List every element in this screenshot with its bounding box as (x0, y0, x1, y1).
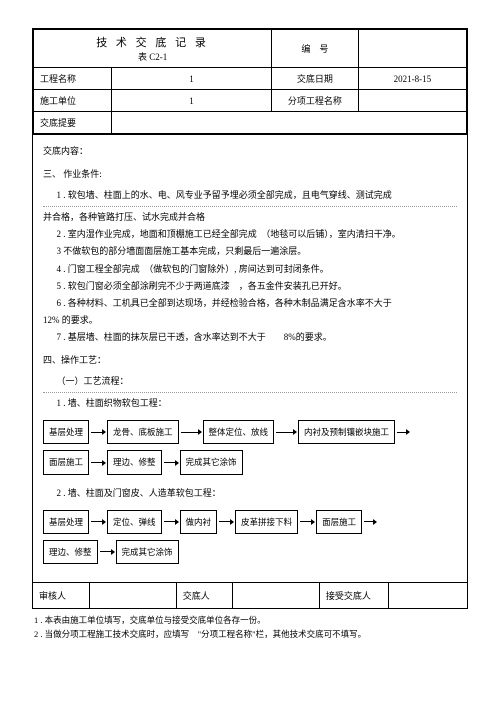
arrow-icon (219, 521, 233, 522)
arrow-icon (164, 462, 178, 463)
summary-label: 交底提要 (34, 112, 112, 134)
code-value (358, 30, 466, 68)
arrow-icon (300, 521, 314, 522)
arrow-icon (164, 521, 178, 522)
s3-item: 7 . 基层墙、柱面的抹灰层已干透，含水率达到不大于 8%的要求。 (43, 329, 457, 346)
flow-box: 理边、修整 (43, 540, 98, 564)
s3-item: 12% 的要求。 (43, 312, 457, 329)
section3-title: 三、 作业条件: (43, 166, 457, 183)
s3-item: 6 . 各种材料、工机具已全部到达现场，并经检验合格，各种木制品满足含水率不大于 (43, 295, 457, 312)
s3-item: 1 . 软包墙、柱面上的水、电、风专业予留予埋必须全部完成，且电气穿线、测试完成 (43, 187, 457, 204)
flowchart-2: 基层处理 定位、弹线 做内衬 皮革拼接下料 面层施工 理边、修整 完成其它涂饰 (43, 510, 457, 564)
flow-box: 内衬及预制镶嵌块施工 (298, 420, 395, 444)
header-table: 技 术 交 底 记 录 表 C2-1 编 号 工程名称 1 交底日期 2021-… (33, 29, 467, 134)
footer-receiver-value (389, 582, 467, 608)
arrow-icon (276, 432, 296, 433)
arrow-icon (100, 551, 114, 552)
s3-item: 2 . 室内湿作业完成，地面和顶棚施工已经全部完成 （地毯可以后铺），室内清扫干… (43, 226, 457, 243)
proj-name-label: 工程名称 (34, 68, 112, 90)
section4-title: 四、操作工艺： (43, 352, 457, 369)
flow-box: 定位、弹线 (107, 510, 162, 534)
flow-box: 基层处理 (43, 510, 89, 534)
flow-box: 基层处理 (43, 420, 89, 444)
s4-sub: （一）工艺流程： (43, 373, 457, 390)
note-item: 1 . 本表由施工单位填写，交底单位与接受交底单位各存一份。 (34, 613, 466, 627)
arrow-icon (364, 521, 376, 522)
flow-box: 龙骨、底板施工 (107, 420, 179, 444)
footer-discloser-label: 交底人 (176, 582, 232, 608)
flow-box: 做内衬 (180, 510, 218, 534)
content-heading: 交底内容： (43, 143, 457, 160)
arrow-icon (181, 432, 201, 433)
flow1-title: 1 . 墙、柱面织物软包工程： (43, 395, 457, 412)
footer-reviewer-value (89, 582, 176, 608)
footer-receiver-label: 接受交底人 (319, 582, 388, 608)
flow2-title: 2 . 墙、柱面及门窗皮、人造革软包工程： (43, 485, 457, 502)
flow-box: 面层施工 (316, 510, 362, 534)
arrow-icon (91, 432, 105, 433)
date-value: 2021-8-15 (358, 68, 466, 90)
footer-discloser-value (233, 582, 320, 608)
footnotes: 1 . 本表由施工单位填写，交底单位与接受交底单位各存一份。 2 . 当做分项工… (32, 613, 468, 642)
arrow-icon (91, 462, 105, 463)
divider (43, 392, 457, 393)
flowchart-1: 基层处理 龙骨、底板施工 整体定位、放线 内衬及预制镶嵌块施工 面层施工 理边、… (43, 420, 457, 474)
arrow-icon (91, 521, 105, 522)
unit-label: 施工单位 (34, 90, 112, 112)
flow-box: 皮革拼接下料 (235, 510, 298, 534)
arrow-icon (397, 432, 409, 433)
divider (43, 206, 457, 207)
note-item: 2 . 当做分项工程施工技术交底时，应填写 "分项工程名称"栏，其他技术交底可不… (34, 627, 466, 641)
footer-table: 审核人 交底人 接受交底人 (33, 582, 467, 608)
s3-item: 3 不做软包的部分墙面面层施工基本完成，只剩最后一遍涂层。 (43, 243, 457, 260)
flow-box: 面层施工 (43, 450, 89, 474)
s3-item: 并合格，各种管路打压、试水完成并合格 (43, 209, 457, 226)
flow-box: 完成其它涂饰 (180, 450, 243, 474)
summary-value (111, 112, 466, 134)
doc-title: 技 术 交 底 记 录 (40, 34, 265, 50)
content-body: 交底内容： 三、 作业条件: 1 . 软包墙、柱面上的水、电、风专业予留予埋必须… (33, 134, 467, 582)
subproj-value (358, 90, 466, 112)
document-frame: 技 术 交 底 记 录 表 C2-1 编 号 工程名称 1 交底日期 2021-… (32, 28, 468, 609)
s3-item: 4 . 门窗工程全部完成 （做软包的门窗除外）, 房间达到可封闭条件。 (43, 261, 457, 278)
flow-box: 理边、修整 (107, 450, 162, 474)
proj-name-value: 1 (111, 68, 271, 90)
doc-subtitle: 表 C2-1 (40, 50, 265, 63)
flow-box: 整体定位、放线 (203, 420, 275, 444)
unit-value: 1 (111, 90, 271, 112)
subproj-label: 分项工程名称 (272, 90, 359, 112)
code-label: 编 号 (272, 30, 359, 68)
flow-box: 完成其它涂饰 (116, 540, 179, 564)
s3-item: 5 . 软包门窗必须全部涂刷完不少于两道底漆 ，各五金件安装孔已开好。 (43, 278, 457, 295)
date-label: 交底日期 (272, 68, 359, 90)
footer-reviewer-label: 审核人 (33, 582, 89, 608)
